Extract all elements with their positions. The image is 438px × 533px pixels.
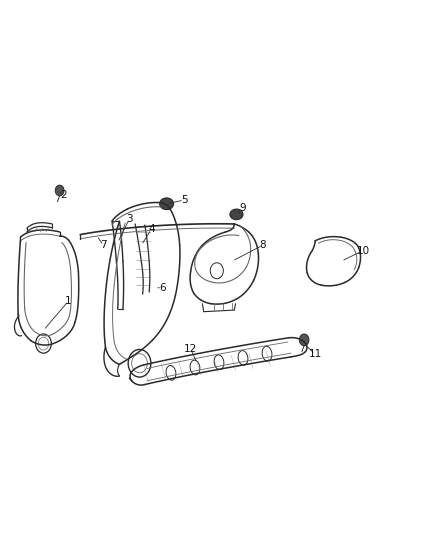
Text: 7: 7 [100,240,106,250]
Text: 3: 3 [126,214,133,224]
Text: 10: 10 [357,246,370,255]
Text: 4: 4 [148,224,155,235]
Ellipse shape [230,209,243,220]
Text: 1: 1 [65,296,72,306]
Text: 2: 2 [61,190,67,200]
Text: 6: 6 [159,283,166,293]
Circle shape [299,334,309,346]
Text: 12: 12 [184,344,197,354]
Text: 5: 5 [181,195,187,205]
Text: 11: 11 [308,349,321,359]
Circle shape [55,185,64,196]
Ellipse shape [159,198,173,209]
Text: 9: 9 [240,203,246,213]
Text: 8: 8 [259,240,266,250]
